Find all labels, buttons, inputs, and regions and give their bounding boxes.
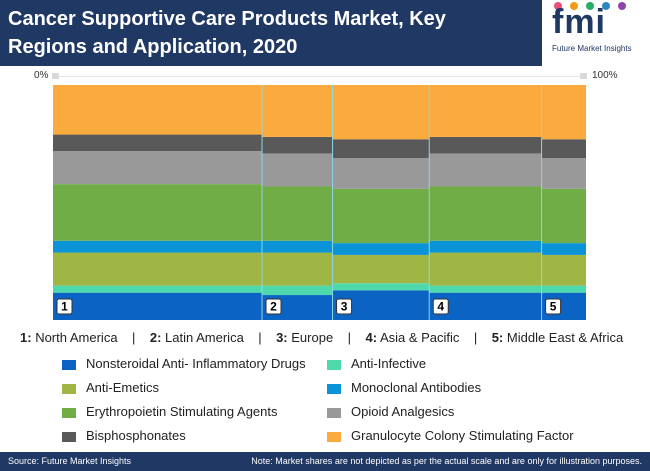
note-text: Note: Market shares are not depicted as … bbox=[251, 456, 642, 466]
region-badge-box bbox=[265, 298, 282, 315]
legend-swatch bbox=[327, 383, 341, 394]
legend-item-esa: Erythropoietin Stimulating Agents bbox=[62, 404, 278, 419]
segment-2-7 bbox=[262, 85, 333, 137]
segment-5-5 bbox=[541, 158, 586, 189]
segment-1-3 bbox=[53, 240, 263, 253]
region-badge-label: 5 bbox=[550, 300, 557, 314]
legend-item-bisphosphonates: Bisphosphonates bbox=[62, 428, 186, 443]
segment-4-2 bbox=[429, 252, 542, 286]
logo-text: fmi bbox=[552, 3, 606, 41]
region-key-2: 2: Latin America bbox=[149, 330, 244, 345]
segment-3-4 bbox=[332, 188, 430, 244]
segment-3-1 bbox=[332, 283, 430, 291]
mekko-chart: 1 2 3 4 5 bbox=[53, 85, 586, 320]
legend-item-monoclonal: Monoclonal Antibodies bbox=[327, 380, 481, 395]
legend-swatch bbox=[62, 383, 76, 394]
legend-swatch bbox=[327, 359, 341, 370]
segment-5-3 bbox=[541, 243, 586, 255]
legend-item-gcsf: Granulocyte Colony Stimulating Factor bbox=[327, 428, 574, 443]
region-badge-box bbox=[56, 298, 73, 315]
segment-2-6 bbox=[262, 136, 333, 154]
region-key-4: 4: Asia & Pacific bbox=[365, 330, 460, 345]
scale-left-label: 0% bbox=[34, 70, 49, 81]
legend-swatch bbox=[327, 407, 341, 418]
segment-4-5 bbox=[429, 153, 542, 187]
segment-3-3 bbox=[332, 243, 430, 255]
segment-5-2 bbox=[541, 254, 586, 286]
region-badge-label: 1 bbox=[61, 300, 68, 314]
regions-key: 1: North America | 2: Latin America | 3:… bbox=[20, 330, 624, 345]
segment-5-1 bbox=[541, 285, 586, 293]
segment-2-5 bbox=[262, 153, 333, 187]
segment-4-6 bbox=[429, 136, 542, 154]
segment-4-3 bbox=[429, 240, 542, 253]
footer-bar: Source: Future Market Insights Note: Mar… bbox=[0, 452, 650, 471]
region-key-1: 1: North America bbox=[20, 330, 118, 345]
legend-item-anti-infective: Anti-Infective bbox=[327, 356, 426, 371]
segment-3-2 bbox=[332, 254, 430, 284]
logo-dots-icon bbox=[554, 2, 644, 12]
logo-subtitle: Future Market Insights bbox=[552, 44, 632, 53]
region-badge-label: 3 bbox=[341, 300, 348, 314]
segment-1-4 bbox=[53, 184, 263, 241]
segment-1-2 bbox=[53, 252, 263, 286]
segment-3-7 bbox=[332, 85, 430, 140]
scale-line bbox=[58, 76, 580, 77]
legend-swatch bbox=[62, 359, 76, 370]
legend-swatch bbox=[62, 407, 76, 418]
segment-5-4 bbox=[541, 188, 586, 244]
region-badge-label: 4 bbox=[437, 300, 444, 314]
region-badge-box bbox=[336, 298, 353, 315]
segment-4-1 bbox=[429, 285, 542, 293]
segment-1-7 bbox=[53, 85, 263, 135]
legend-item-anti-emetics: Anti-Emetics bbox=[62, 380, 159, 395]
scale-right-tick bbox=[580, 73, 587, 79]
header-bar: Cancer Supportive Care Products Market, … bbox=[0, 0, 650, 66]
legend-item-nsaid: Nonsteroidal Anti- Inflammatory Drugs bbox=[62, 356, 306, 371]
segment-2-2 bbox=[262, 252, 333, 286]
segment-1-6 bbox=[53, 134, 263, 152]
legend-item-opioid: Opioid Analgesics bbox=[327, 404, 454, 419]
segment-5-7 bbox=[541, 85, 586, 140]
segment-3-6 bbox=[332, 139, 430, 159]
segment-5-6 bbox=[541, 139, 586, 159]
logo: fmi Future Market Insights bbox=[542, 0, 650, 66]
legend-swatch bbox=[62, 431, 76, 442]
scale-left-tick bbox=[52, 73, 59, 79]
segment-4-7 bbox=[429, 85, 542, 137]
region-badge-label: 2 bbox=[270, 300, 277, 314]
scale-right-label: 100% bbox=[592, 70, 618, 81]
segment-2-1 bbox=[262, 285, 333, 296]
region-key-3: 3: Europe bbox=[276, 330, 334, 345]
segment-4-4 bbox=[429, 186, 542, 241]
segment-2-3 bbox=[262, 240, 333, 253]
region-badge-box bbox=[545, 298, 562, 315]
segment-1-0 bbox=[53, 292, 263, 320]
source-text: Source: Future Market Insights bbox=[8, 456, 132, 466]
segment-1-1 bbox=[53, 285, 263, 293]
segment-3-5 bbox=[332, 158, 430, 189]
legend-swatch bbox=[327, 431, 341, 442]
region-badge-box bbox=[432, 298, 449, 315]
segment-1-5 bbox=[53, 151, 263, 185]
region-key-5: 5: Middle East & Africa bbox=[491, 330, 624, 345]
page-title: Cancer Supportive Care Products Market, … bbox=[8, 8, 446, 58]
segment-2-4 bbox=[262, 186, 333, 241]
